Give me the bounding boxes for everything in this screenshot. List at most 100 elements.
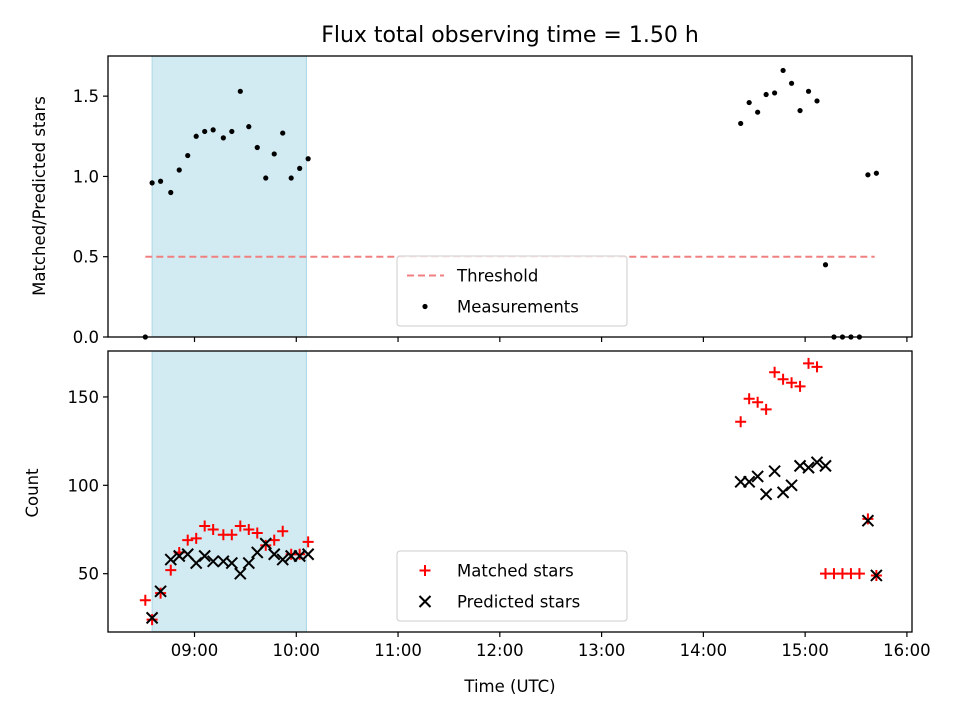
top-series-0-point — [202, 128, 208, 135]
top-series-0-point — [797, 107, 803, 114]
xtick-label: 14:00 — [680, 641, 728, 660]
bottom-ytick-label: 50 — [78, 565, 99, 584]
bottom-series-0-point — [234, 520, 246, 532]
bottom-series-0-point — [199, 520, 211, 532]
bottom-ytick-label: 100 — [68, 476, 100, 495]
bottom-ytick-label: 150 — [68, 388, 100, 407]
top-series-0-point — [746, 99, 752, 106]
top-series-0-point — [263, 175, 269, 181]
bottom-series-1-point — [810, 456, 824, 469]
top-legend-label: Measurements — [457, 298, 579, 317]
bottom-data-layer — [139, 357, 883, 626]
top-series-0-point — [814, 98, 820, 104]
top-series-0-point — [229, 128, 235, 135]
top-series-0-point — [865, 172, 871, 178]
bottom-series-0-point — [853, 568, 865, 580]
top-series-0-point — [149, 180, 155, 186]
top-panel: 0.0 0.5 1.0 1.5 Matched/Predicted stars Thr… — [30, 55, 913, 347]
bottom-series-0-point — [862, 513, 874, 525]
top-series-0-point — [780, 67, 786, 74]
bottom-legend-swatch — [418, 595, 432, 608]
bottom-series-1-point — [268, 548, 281, 561]
xlabel: Time (UTC) — [463, 677, 555, 696]
bottom-series-1-point — [206, 555, 220, 568]
bottom-series-0-point — [794, 380, 806, 392]
bottom-series-1-point — [759, 487, 773, 501]
top-series-0-point — [246, 124, 252, 130]
top-series-0-point — [271, 151, 277, 157]
top-series-0-point — [288, 175, 294, 181]
top-legend: Threshold Measurements — [396, 255, 628, 327]
bottom-series-1-point — [276, 553, 289, 566]
top-ytick-label: 1.0 — [73, 167, 99, 186]
top-ytick-label: 0.0 — [73, 328, 99, 347]
bottom-series-0-point — [243, 523, 255, 535]
bottom-series-0-point — [207, 523, 219, 535]
bottom-series-0-point — [743, 393, 755, 405]
bottom-series-1-point — [164, 553, 177, 566]
figure-title: Flux total observing time = 1.50 h — [321, 23, 699, 48]
bottom-series-1-point — [861, 514, 875, 527]
bottom-series-1-point — [819, 459, 832, 473]
top-series-0-point — [168, 189, 174, 196]
top-series-0-point — [185, 152, 191, 159]
top-series-0-point — [210, 127, 216, 133]
bottom-series-0-point — [302, 536, 314, 548]
bottom-series-0-point — [760, 403, 772, 415]
bottom-series-1-point — [225, 556, 239, 570]
xtick-label: 13:00 — [578, 641, 626, 660]
top-series-0-point — [772, 90, 778, 96]
bottom-series-1-point — [242, 556, 255, 570]
top-series-0-point — [157, 178, 164, 184]
top-shaded-layer — [151, 55, 307, 338]
bottom-legend-label: Matched stars — [457, 562, 574, 581]
bottom-series-1-point — [768, 464, 781, 478]
bottom-series-0-point — [165, 564, 177, 576]
bottom-series-1-point — [802, 461, 815, 474]
bottom-legend: Matched stars Predicted stars — [396, 550, 628, 622]
bottom-panel: 09:00 10:00 11:00 12:00 13:00 14:00 15:00 16:00… — [23, 350, 931, 696]
bottom-series-0-point — [277, 525, 289, 537]
xtick-label: 15:00 — [781, 641, 829, 660]
bottom-series-0-point — [294, 548, 306, 560]
xtick-label: 16:00 — [883, 641, 931, 660]
bottom-shaded-layer — [151, 350, 307, 633]
bottom-series-0-point — [803, 357, 815, 369]
bottom-series-0-point — [735, 416, 747, 428]
bottom-series-0-point — [786, 377, 798, 389]
bottom-series-0-point — [146, 614, 158, 626]
bottom-series-0-point — [260, 539, 272, 551]
bottom-series-1-point — [234, 567, 247, 580]
xtick-label: 09:00 — [171, 641, 219, 660]
top-ticks-layer: 0.0 0.5 1.0 1.5 — [73, 87, 908, 347]
top-series-0-point — [220, 135, 226, 141]
top-legend-box — [396, 255, 628, 327]
top-ytick-label: 0.5 — [73, 248, 99, 267]
top-series-0-point — [873, 170, 879, 176]
bottom-legend-box — [396, 550, 628, 622]
bottom-series-0-point — [139, 594, 151, 606]
bottom-series-1-point — [198, 549, 211, 563]
top-legend-swatch — [422, 303, 428, 310]
xtick-label: 11:00 — [374, 641, 422, 660]
bottom-ticks-layer: 09:00 10:00 11:00 12:00 13:00 14:00 15:00 16:00… — [68, 388, 931, 660]
xtick-label: 10:00 — [272, 641, 320, 660]
bottom-series-0-point — [811, 361, 823, 373]
bottom-series-0-point — [182, 534, 194, 546]
bottom-observing-window — [151, 350, 307, 633]
top-legend-label: Threshold — [456, 267, 538, 286]
xtick-label: 12:00 — [476, 641, 524, 660]
top-axes-frame — [107, 55, 913, 338]
bottom-series-0-point — [752, 396, 764, 408]
bottom-series-0-point — [226, 529, 238, 541]
top-series-0-point — [738, 120, 744, 127]
top-series-0-point — [305, 156, 311, 162]
bottom-series-0-point — [190, 532, 202, 544]
bottom-series-0-point — [769, 366, 781, 378]
top-series-0-point — [788, 80, 795, 86]
top-ylabel: Matched/Predicted stars — [30, 96, 49, 296]
bottom-series-1-point — [259, 537, 272, 550]
bottom-series-1-point — [751, 470, 764, 483]
top-observing-window — [151, 55, 307, 338]
